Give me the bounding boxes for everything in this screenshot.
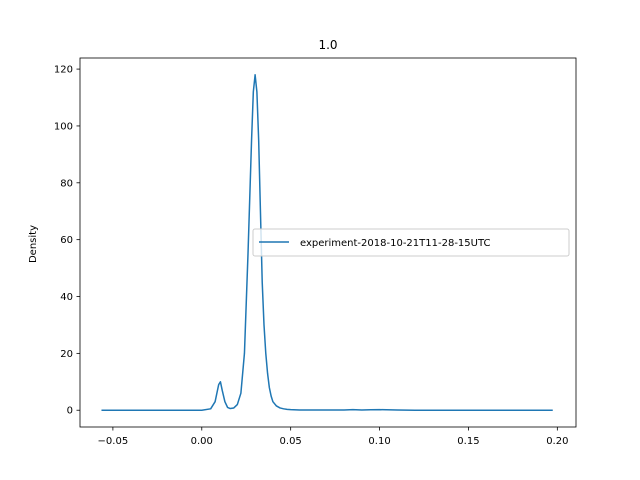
x-tick-label: 0.10 xyxy=(368,436,390,447)
series-line-0 xyxy=(101,74,553,411)
y-tick-label: 100 xyxy=(54,121,73,132)
legend: experiment-2018-10-21T11-28-15UTC xyxy=(252,228,570,257)
x-tick-label: 0.20 xyxy=(546,436,568,447)
x-axis: −0.05 0.00 0.05 0.10 0.15 0.20 xyxy=(98,427,568,447)
y-axis-label: Density xyxy=(28,225,39,263)
y-tick-label: 80 xyxy=(60,178,73,189)
x-tick-label: 0.00 xyxy=(191,436,213,447)
y-tick-label: 60 xyxy=(60,235,73,246)
plot-area xyxy=(79,57,577,428)
y-tick-label: 0 xyxy=(67,406,73,417)
x-tick-label: −0.05 xyxy=(98,436,129,447)
legend-label: experiment-2018-10-21T11-28-15UTC xyxy=(300,238,491,249)
axes-frame xyxy=(79,57,577,428)
y-axis: 0 20 40 60 80 100 120 xyxy=(54,65,80,417)
y-tick-label: 20 xyxy=(60,349,73,360)
y-tick-label: 40 xyxy=(60,292,73,303)
legend-frame xyxy=(252,228,570,257)
y-tick-label: 120 xyxy=(54,65,73,76)
chart-title: 1.0 xyxy=(318,38,337,52)
x-tick-label: 0.15 xyxy=(457,436,479,447)
x-tick-label: 0.05 xyxy=(280,436,302,447)
